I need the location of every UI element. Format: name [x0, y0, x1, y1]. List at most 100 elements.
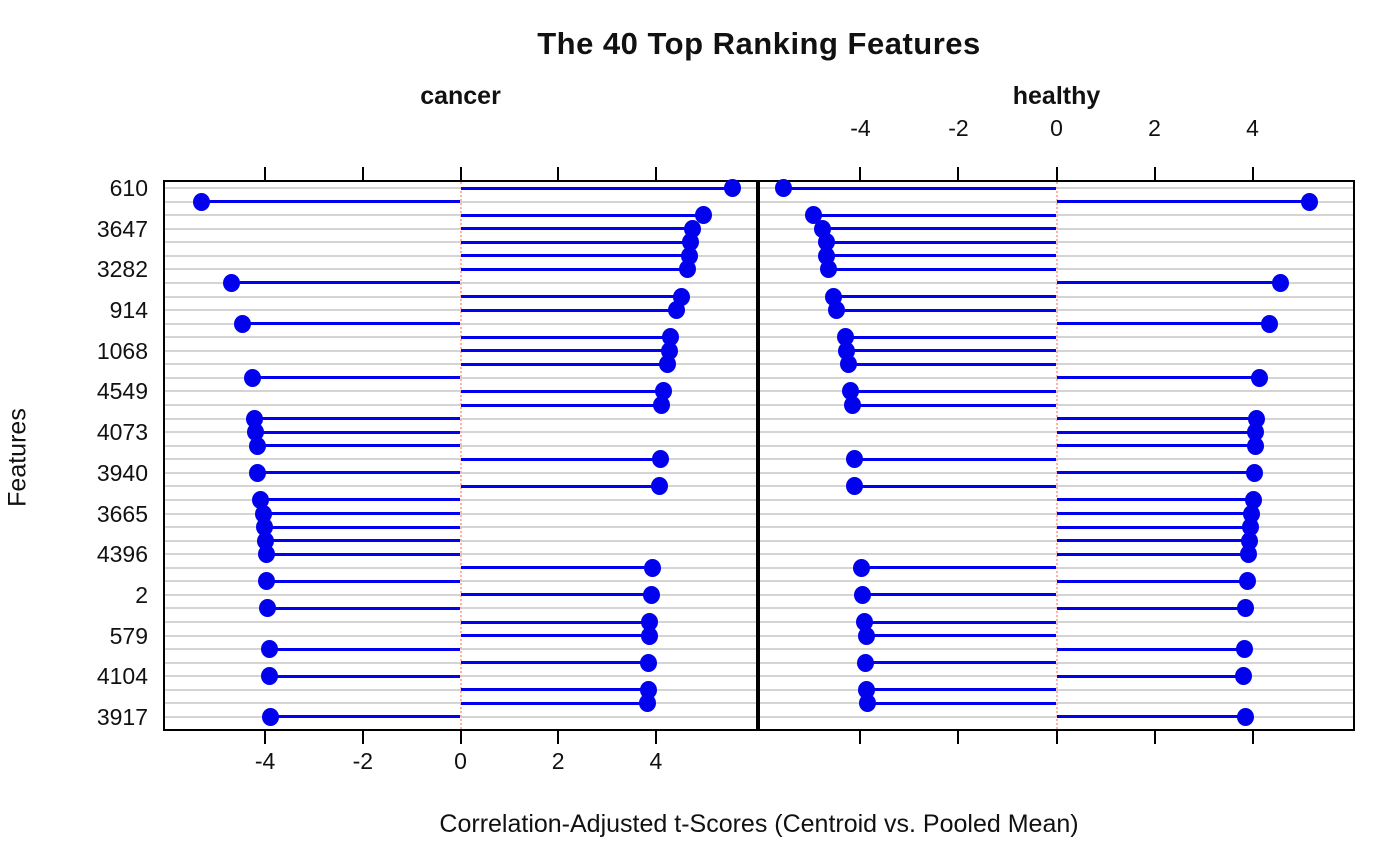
x-tick-label-bottom: -4 — [254, 748, 276, 774]
data-point-dot — [257, 545, 275, 564]
y-tick-label: 4073 — [96, 419, 148, 446]
stem-line — [460, 335, 671, 339]
stem-line — [813, 213, 1057, 217]
data-point-dot — [774, 179, 792, 197]
origin-line — [459, 182, 462, 729]
data-point-dot — [694, 206, 712, 225]
stem-line — [252, 376, 461, 380]
stem-line — [1056, 674, 1244, 678]
data-point-dot — [651, 477, 669, 496]
stem-line — [1056, 281, 1281, 285]
x-tick-label-bottom: 0 — [454, 748, 467, 774]
data-point-dot — [659, 355, 677, 374]
stem-line — [854, 484, 1057, 488]
panel-healthy — [758, 179, 1355, 731]
data-point-dot — [260, 667, 278, 686]
origin-line — [1055, 182, 1058, 729]
data-point-dot — [256, 531, 274, 550]
x-tick-label-bottom: 4 — [649, 748, 663, 774]
data-point-dot — [1243, 504, 1261, 523]
stem-line — [460, 620, 650, 624]
stem-line — [267, 606, 461, 610]
data-point-dot — [193, 192, 211, 211]
stem-line — [862, 593, 1057, 597]
stem-line — [1056, 512, 1252, 516]
data-point-dot — [234, 314, 252, 333]
x-tick-bottom — [1055, 731, 1058, 744]
data-point-dot — [837, 341, 855, 360]
stem-line — [1056, 444, 1256, 448]
x-axis-title: Correlation-Adjusted t-Scores (Centroid … — [439, 810, 1079, 838]
x-tick-bottom — [1153, 731, 1156, 744]
data-point-dot — [260, 640, 278, 659]
stem-line — [1056, 498, 1254, 502]
data-point-dot — [249, 463, 267, 482]
data-point-dot — [1245, 490, 1262, 509]
x-tick-bottom — [1251, 731, 1254, 744]
stem-line — [460, 186, 733, 190]
stem-line — [850, 389, 1057, 393]
stem-line — [1056, 552, 1249, 556]
y-tick-label: 2 — [135, 581, 148, 608]
stem-line — [460, 634, 650, 638]
stem-line — [460, 295, 682, 298]
x-tick-label-top: 4 — [1246, 115, 1259, 141]
stem-line — [460, 362, 668, 366]
stem-line — [460, 688, 649, 692]
y-tick-label: 3665 — [96, 500, 148, 527]
stem-line — [255, 430, 461, 434]
data-point-dot — [679, 260, 697, 279]
data-point-dot — [684, 219, 701, 238]
data-point-dot — [258, 599, 276, 618]
x-tick-label-top: 2 — [1148, 115, 1161, 141]
stem-line — [264, 525, 461, 529]
data-point-dot — [1301, 192, 1319, 211]
stem-line — [460, 484, 660, 488]
data-point-dot — [814, 219, 832, 238]
x-tick-top — [1153, 167, 1156, 180]
stem-line — [828, 267, 1057, 271]
stem-line — [460, 227, 693, 231]
data-point-dot — [660, 341, 678, 360]
stem-line — [822, 227, 1057, 231]
panel-header-cancer: cancer — [420, 82, 501, 110]
data-point-dot — [262, 707, 280, 726]
data-point-dot — [845, 450, 863, 469]
data-point-dot — [1247, 409, 1265, 428]
stem-line — [231, 281, 461, 285]
stem-line — [269, 674, 461, 678]
panel-cancer — [163, 179, 758, 731]
data-point-dot — [805, 206, 823, 225]
stem-line — [460, 701, 648, 705]
data-point-dot — [853, 585, 871, 604]
stem-line — [1056, 606, 1246, 610]
data-point-dot — [827, 301, 845, 320]
stem-line — [460, 457, 661, 461]
x-tick-label-bottom: -2 — [352, 748, 374, 774]
x-tick-label-top: 0 — [1050, 115, 1063, 141]
stem-line — [460, 403, 662, 407]
stem-line — [260, 498, 461, 502]
data-point-dot — [244, 368, 262, 387]
stem-line — [460, 254, 690, 258]
stem-line — [852, 403, 1057, 407]
stem-line — [1056, 647, 1245, 651]
data-point-dot — [1235, 667, 1253, 686]
data-point-dot — [661, 328, 679, 347]
y-tick-label: 4396 — [96, 541, 148, 568]
stem-line — [826, 254, 1057, 258]
y-tick-label: 3647 — [96, 215, 148, 242]
data-point-dot — [673, 287, 691, 306]
data-point-dot — [817, 233, 835, 252]
stem-line — [1056, 200, 1310, 204]
stem-line — [460, 349, 670, 353]
stem-line — [460, 213, 704, 217]
stem-line — [846, 349, 1057, 353]
x-tick-top — [459, 167, 462, 180]
y-tick-label: 3940 — [96, 459, 148, 486]
data-point-dot — [1239, 572, 1257, 591]
stem-line — [866, 688, 1057, 692]
stem-line — [1056, 376, 1260, 380]
stem-line — [460, 240, 691, 244]
